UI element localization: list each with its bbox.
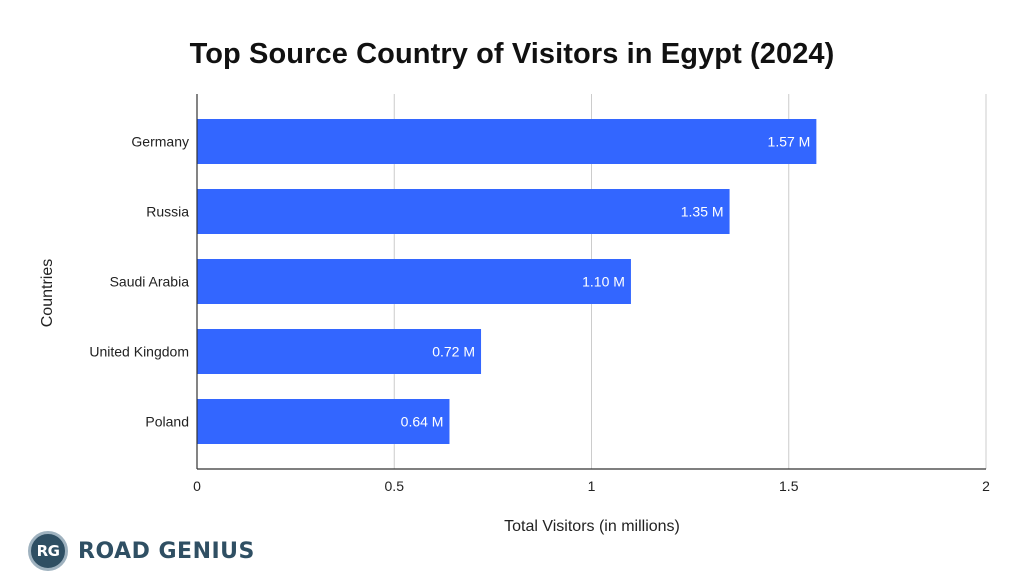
bar [197,399,450,444]
x-tick-label: 0.5 [385,478,405,494]
logo-badge-icon: RG [28,531,68,571]
data-label: 1.35 M [681,204,724,220]
road-genius-logo: RG ROAD GENIUS [28,528,255,574]
labels: 0 0.5 1 1.5 2 Germany 1.57 M Russia 1.35 M Saudi … [89,134,990,495]
category-label: United Kingdom [89,344,189,360]
data-label: 1.57 M [768,134,811,150]
bar [197,329,482,374]
x-tick-label: 0 [193,478,201,494]
data-label: 0.64 M [401,414,444,430]
category-label: Germany [131,134,189,150]
logo-text: ROAD GENIUS [78,538,255,564]
category-label: Russia [146,204,189,220]
data-label: 0.72 M [432,344,475,360]
bar [197,189,730,234]
data-label: 1.10 M [582,274,625,290]
y-axis-title: Countries [39,259,56,327]
x-tick-label: 1.5 [779,478,799,494]
axes [196,94,986,470]
category-label: Saudi Arabia [110,274,190,290]
bars [197,119,817,444]
category-label: Poland [145,414,189,430]
x-tick-label: 1 [588,478,596,494]
x-tick-label: 2 [982,478,990,494]
x-axis-title: Total Visitors (in millions) [504,518,680,535]
bar [197,259,631,304]
bar [197,119,817,164]
chart-title: Top Source Country of Visitors in Egypt … [189,38,835,70]
